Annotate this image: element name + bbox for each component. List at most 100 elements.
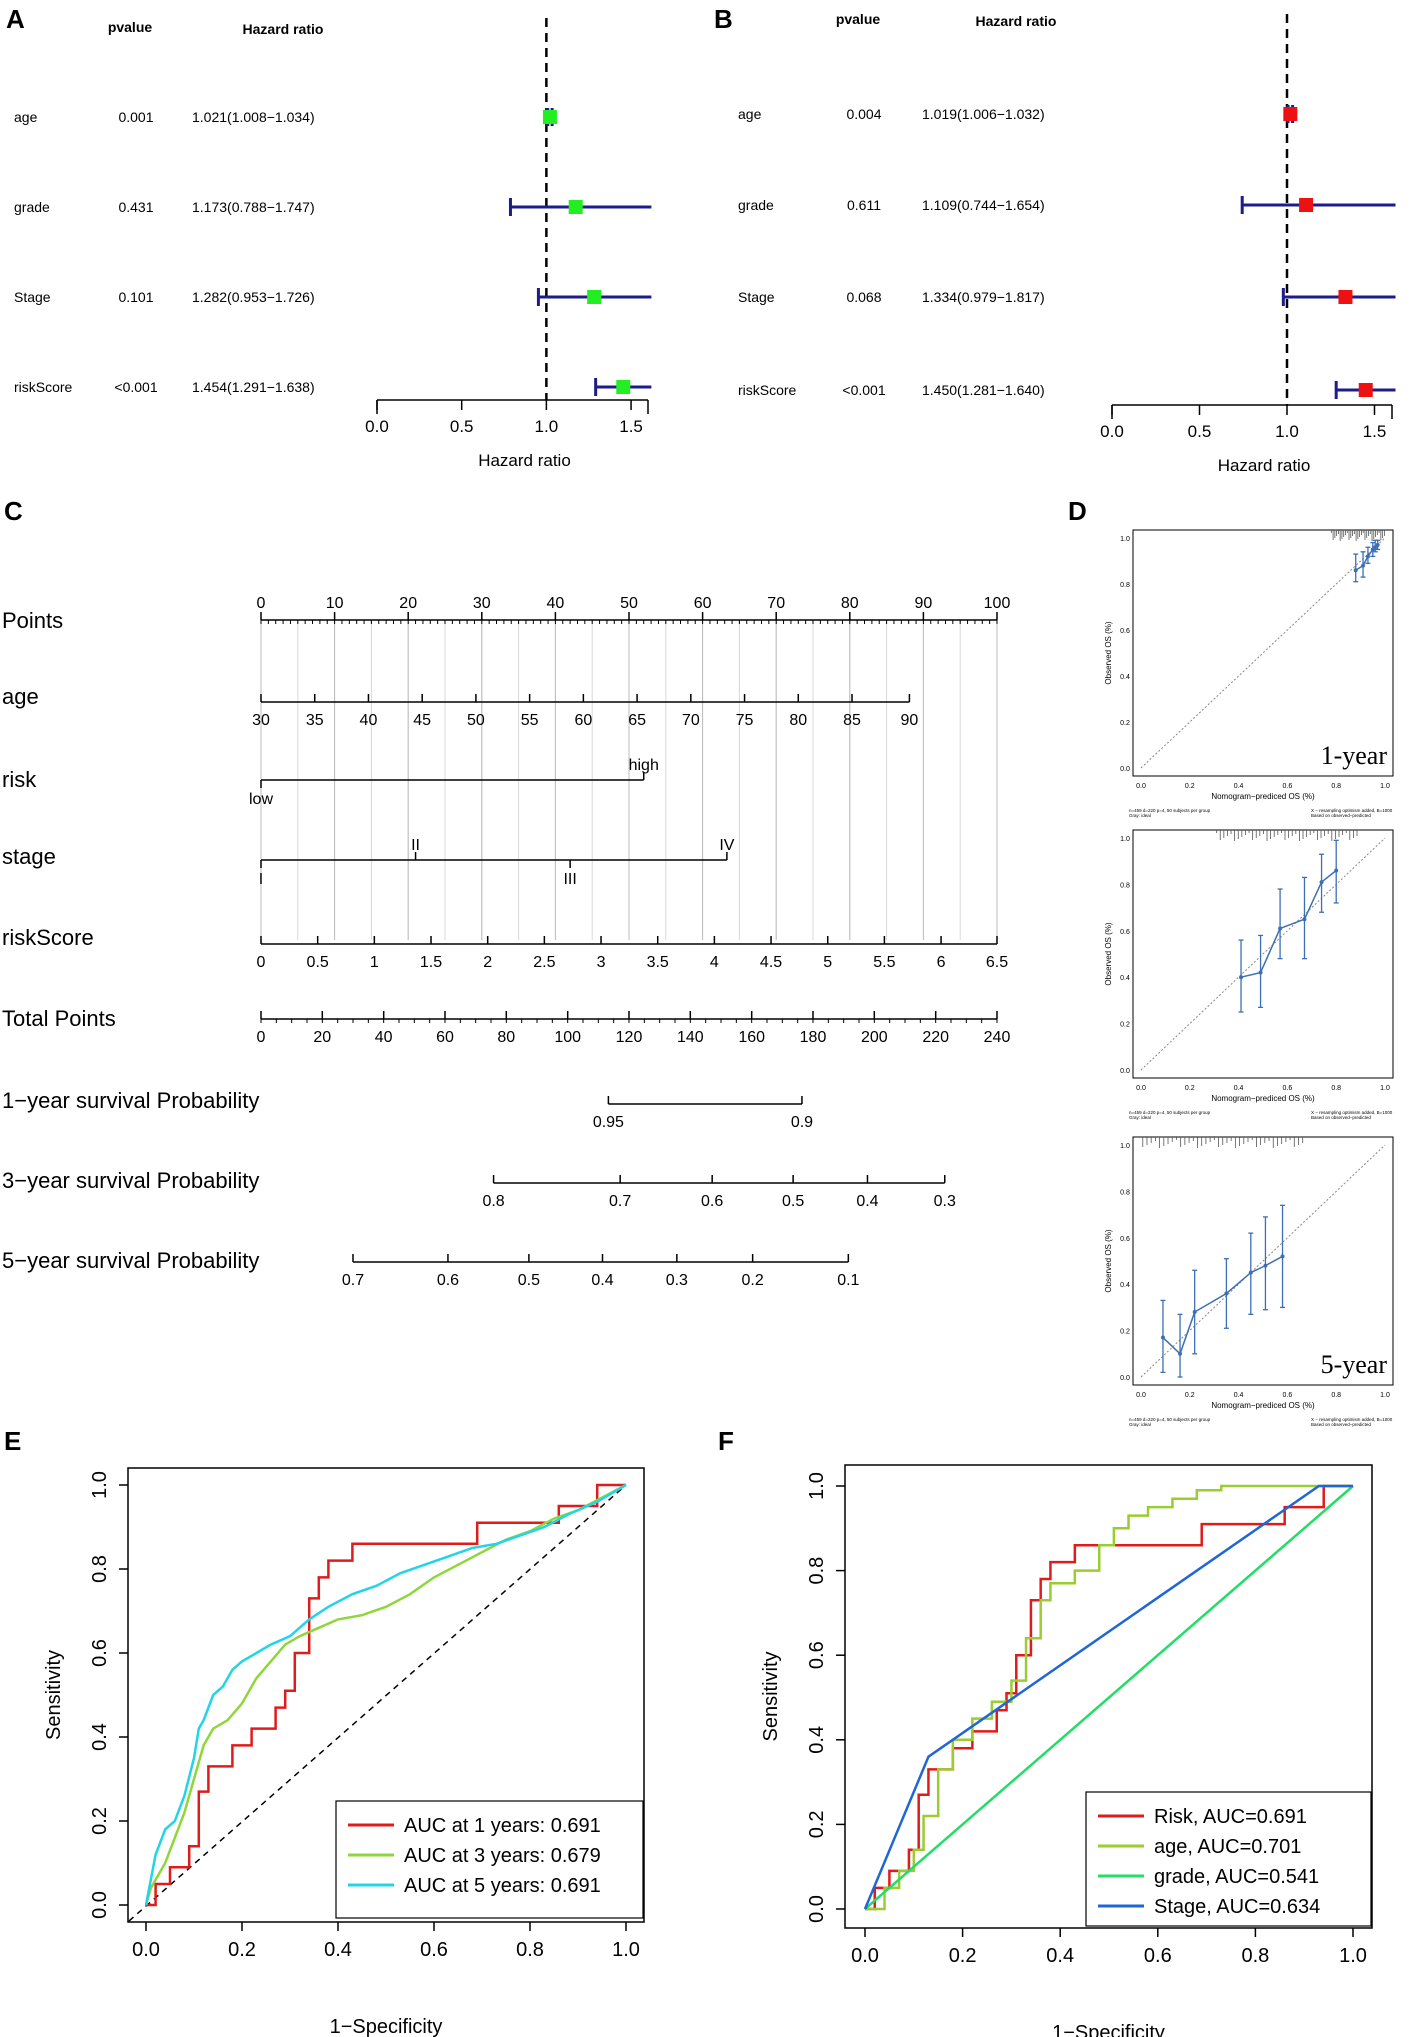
calibration-point [1224, 1291, 1229, 1296]
chance-diagonal [128, 1484, 627, 1922]
calibration-y-title: Observed OS (%) [1104, 922, 1113, 985]
calibration-point [1278, 926, 1283, 931]
legend-box [335, 1800, 644, 1919]
calibration-y-title: Observed OS (%) [1104, 1229, 1113, 1292]
x-tick-label: 0.6 [1144, 1945, 1172, 1967]
x-axis-title: 1−Specificity [330, 2016, 443, 2037]
calibration-footer: X − resampling optimism added, B=1000 [1311, 1417, 1393, 1422]
calibration-x-title: Nomogram−prediced OS (%) [1211, 1094, 1315, 1103]
nomogram-tick-label: 80 [497, 1029, 515, 1046]
row-label: riskScore [14, 379, 73, 395]
nomogram-tick-label: 0.9 [791, 1114, 813, 1131]
calibration-point [1365, 554, 1370, 559]
nomogram-tick-label: 100 [554, 1029, 581, 1046]
calibration-line [1162, 1255, 1283, 1356]
row-label: Stage [14, 289, 51, 305]
calibration-y-tick-label: 0.2 [1120, 1022, 1130, 1029]
calibration-x-tick-label: 1.0 [1380, 1392, 1390, 1399]
nomogram-tick-label: 140 [677, 1029, 704, 1046]
hr-marker [616, 380, 631, 394]
nomogram-tick-label: 35 [306, 712, 324, 729]
y-tick-label: 0.2 [89, 1807, 111, 1835]
hr-marker [1358, 383, 1373, 397]
x-tick-label: 1.0 [1275, 422, 1299, 441]
calibration-x-tick-label: 0.6 [1283, 1392, 1293, 1399]
calibration-point [1248, 1270, 1253, 1275]
calibration-y-tick-label: 0.4 [1120, 1282, 1130, 1289]
calibration-x-tick-label: 1.0 [1380, 783, 1390, 790]
calibration-x-tick-label: 0.2 [1185, 1085, 1195, 1092]
nomogram-tick-label: 120 [616, 1029, 643, 1046]
y-tick-label: 0.8 [806, 1557, 828, 1585]
y-tick-label: 0.4 [806, 1726, 828, 1754]
row-label: age [14, 109, 38, 125]
nomogram-tick-label: III [563, 871, 576, 888]
nomogram-tick-label: 75 [736, 712, 754, 729]
nomogram-tick-label: 5 [823, 954, 832, 971]
panel-letter-f: F [718, 1426, 734, 1456]
calibration-x-tick-label: 0.4 [1234, 1392, 1244, 1399]
roc-plot-f: 0.0 0.0 0.2 0.2 0.4 0.4 0.6 0.6 0.8 0.8 1.0 1.0 1−Sp… [760, 1464, 1373, 2037]
nomogram-tick-label: 0.5 [518, 1272, 540, 1289]
nomogram-tick-label: low [249, 791, 273, 808]
calibration-x-tick-label: 0.2 [1185, 1392, 1195, 1399]
row-pvalue: <0.001 [842, 382, 885, 398]
nomogram-tick-label: 90 [915, 595, 933, 612]
nomogram-tick-label: 90 [901, 712, 919, 729]
nomogram-tick-label: 180 [800, 1029, 827, 1046]
nomogram-tick-label: 6.5 [986, 954, 1008, 971]
calibration-y-title: Observed OS (%) [1104, 621, 1113, 684]
calibration-x-tick-label: 0.0 [1136, 783, 1146, 790]
nomogram-row-label: stage [2, 844, 56, 869]
calibration-y-tick-label: 1.0 [1120, 536, 1130, 543]
hr-marker [1299, 198, 1314, 212]
nomogram-tick-label: 60 [436, 1029, 454, 1046]
roc-curve [144, 1483, 627, 1906]
calibration-footer: n=459 d=220 p=4, 50 subjects per group [1129, 1110, 1211, 1115]
row-pvalue: 0.068 [846, 289, 881, 305]
calibration-y-tick-label: 0.6 [1120, 628, 1130, 635]
nomogram-tick-label: 0 [257, 954, 266, 971]
plot-frame [127, 1467, 645, 1923]
calibration-y-tick-label: 1.0 [1120, 836, 1130, 843]
nomogram-tick-label: II [411, 837, 420, 854]
calibration-line [1240, 869, 1337, 978]
calibration-footer: Gray: ideal [1129, 813, 1151, 818]
column-header-pvalue: pvalue [108, 19, 153, 35]
nomogram-row-label: Points [2, 608, 63, 633]
nomogram-tick-label: 50 [620, 595, 638, 612]
nomogram-tick-label: 0.95 [593, 1114, 624, 1131]
nomogram-tick-label: 0 [257, 1029, 266, 1046]
calibration-y-tick-label: 0.2 [1120, 1329, 1130, 1336]
y-axis-title: Sensitivity [43, 1650, 65, 1740]
nomogram-tick-label: 0.8 [482, 1193, 504, 1210]
ideal-line [1140, 537, 1386, 769]
row-pvalue: 0.431 [118, 199, 153, 215]
row-hr-text: 1.334(0.979−1.817) [922, 289, 1045, 305]
legend-box [1085, 1791, 1372, 1927]
y-axis-title: Sensitivity [760, 1651, 782, 1741]
nomogram-tick-label: 70 [682, 712, 700, 729]
nomogram-tick-label: 100 [984, 595, 1011, 612]
hr-marker [542, 110, 557, 124]
row-pvalue: 0.004 [846, 106, 881, 122]
nomogram-tick-label: 55 [521, 712, 539, 729]
x-tick-label: 0.2 [949, 1945, 977, 1967]
calibration-point [1280, 1254, 1285, 1259]
calibration-frame [1132, 529, 1394, 777]
nomogram-tick-label: 20 [313, 1029, 331, 1046]
x-axis-title: 1−Specificity [1052, 2022, 1165, 2037]
calibration-point [1334, 868, 1339, 873]
row-label: grade [738, 197, 774, 213]
plot-frame [844, 1464, 1373, 1929]
calibration-x-tick-label: 0.8 [1331, 783, 1341, 790]
calibration-y-tick-label: 0.0 [1120, 1375, 1130, 1382]
nomogram-tick-label: 0.6 [437, 1272, 459, 1289]
calibration-x-tick-label: 0.4 [1234, 783, 1244, 790]
nomogram-tick-label: high [629, 757, 659, 774]
hr-marker [587, 290, 602, 304]
row-label: age [738, 106, 762, 122]
calibration-x-tick-label: 1.0 [1380, 1085, 1390, 1092]
